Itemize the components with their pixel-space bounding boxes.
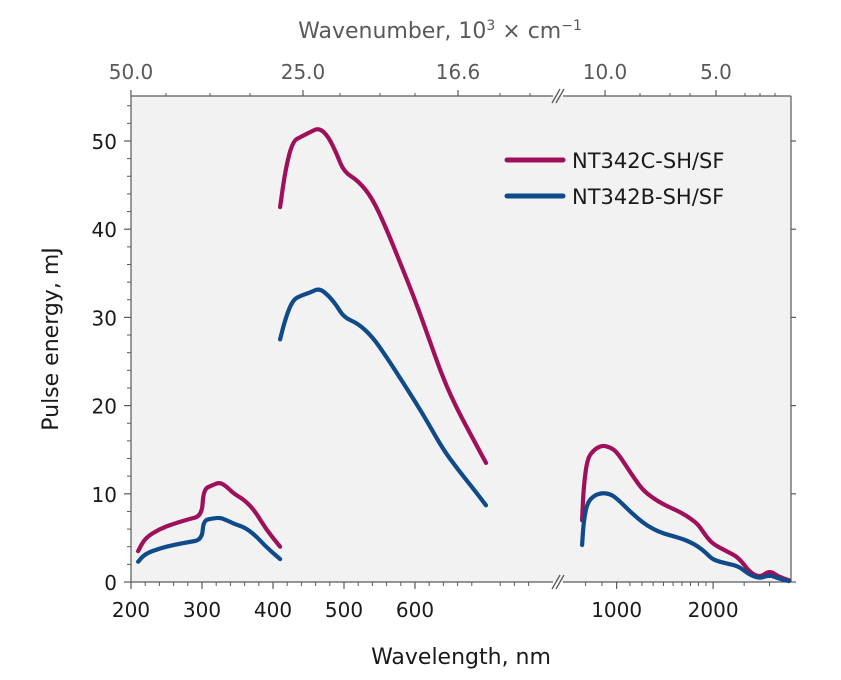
- y-axis-title: Pulse energy, mJ: [39, 247, 64, 431]
- y-tick-label: 30: [92, 306, 117, 330]
- top-tick-label: 16.6: [436, 60, 481, 84]
- x-tick-label: 2000: [688, 598, 739, 622]
- x-tick-label: 300: [183, 598, 221, 622]
- x-tick-label: 500: [325, 598, 363, 622]
- y-tick-label: 40: [92, 218, 117, 242]
- y-tick-label: 10: [92, 483, 117, 507]
- legend-box: [493, 138, 775, 226]
- top-tick-label: 5.0: [700, 60, 732, 84]
- top-tick-label: 50.0: [109, 60, 154, 84]
- top-tick-label: 10.0: [583, 60, 628, 84]
- series-lines: [136, 127, 792, 584]
- x-tick-label: 1000: [591, 598, 642, 622]
- top-tick-label: 25.0: [281, 60, 326, 84]
- series-line-nt342b-segment-1: [136, 515, 283, 564]
- x-tick-label: 600: [396, 598, 434, 622]
- axis-break-mark: [555, 574, 565, 590]
- series-line-nt342b-segment-2: [278, 287, 489, 508]
- axis-break-mark: [551, 88, 561, 104]
- x-tick-label: 400: [254, 598, 292, 622]
- y-tick-label: 20: [92, 395, 117, 419]
- series-line-nt342b-segment-3: [580, 491, 792, 584]
- axis-break-mark: [551, 574, 561, 590]
- legend-label-nt342b: NT342B-SH/SF: [572, 185, 724, 209]
- legend-label-nt342c: NT342C-SH/SF: [572, 149, 724, 173]
- x-tick-label: 200: [112, 598, 150, 622]
- y-tick-label: 0: [104, 571, 117, 595]
- legend: NT342C-SH/SF NT342B-SH/SF: [493, 138, 775, 226]
- series-line-nt342c-segment-1: [136, 481, 283, 554]
- axis-break-mark: [555, 88, 565, 104]
- series-line-nt342c-segment-2: [278, 127, 489, 465]
- x-axis-title: Wavelength, nm: [371, 645, 551, 670]
- top-axis-title: Wavenumber, 103 × cm−1: [298, 18, 582, 44]
- y-tick-label: 50: [92, 130, 117, 154]
- axis-ticks: 0 10 20 30 40 50 200 300 400 500 600 1000 2000 50.0 25…: [92, 60, 796, 622]
